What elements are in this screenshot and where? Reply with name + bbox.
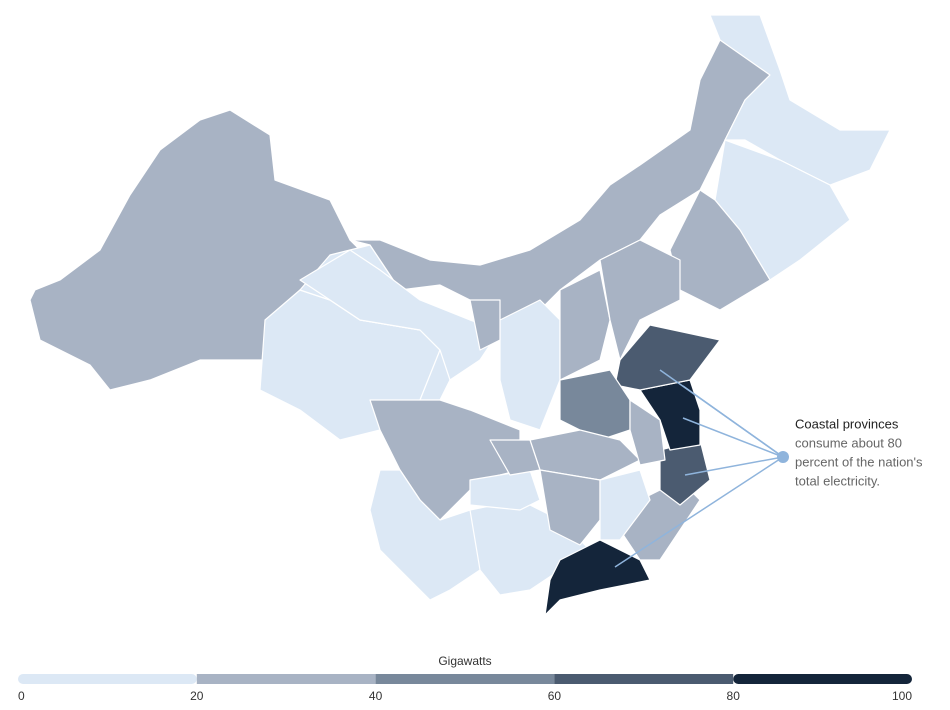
region: [629, 399, 666, 466]
legend-tick-label: 0: [18, 689, 25, 703]
region: [599, 239, 681, 361]
region: [559, 269, 611, 381]
callout-dot: [777, 451, 789, 463]
region: [539, 469, 601, 546]
legend-bin: [18, 674, 197, 684]
legend-bin: [733, 674, 912, 684]
region: [599, 469, 651, 541]
legend-tick-label: 80: [727, 689, 741, 703]
region: [469, 299, 501, 351]
legend-bin: [554, 674, 734, 684]
region: [489, 439, 541, 476]
legend-tick-label: 20: [190, 689, 204, 703]
legend-title: Gigawatts: [438, 654, 491, 668]
legend-bin: [196, 674, 376, 684]
annotation-title: Coastal provinces: [795, 416, 899, 431]
annotation-text: percent of the nation's: [795, 454, 923, 469]
callout: Coastal provinces consume about 80 perce…: [614, 369, 923, 568]
callout-line: [682, 417, 784, 458]
annotation-text: consume about 80: [795, 435, 902, 450]
callout-lines: [614, 369, 784, 568]
callout-line: [614, 456, 784, 568]
region: [544, 539, 651, 616]
regions: [29, 14, 891, 616]
legend-tick-label: 60: [548, 689, 562, 703]
annotation-text: total electricity.: [795, 473, 880, 488]
region: [29, 109, 361, 391]
legend-tick-label: 100: [892, 689, 912, 703]
callout-line: [684, 456, 784, 476]
legend-bin: [375, 674, 555, 684]
callout-line: [682, 385, 784, 458]
legend-tick-label: 40: [369, 689, 383, 703]
region: [709, 14, 891, 186]
legend: 0 20 40 60 80 100: [18, 674, 912, 703]
region: [499, 299, 561, 431]
